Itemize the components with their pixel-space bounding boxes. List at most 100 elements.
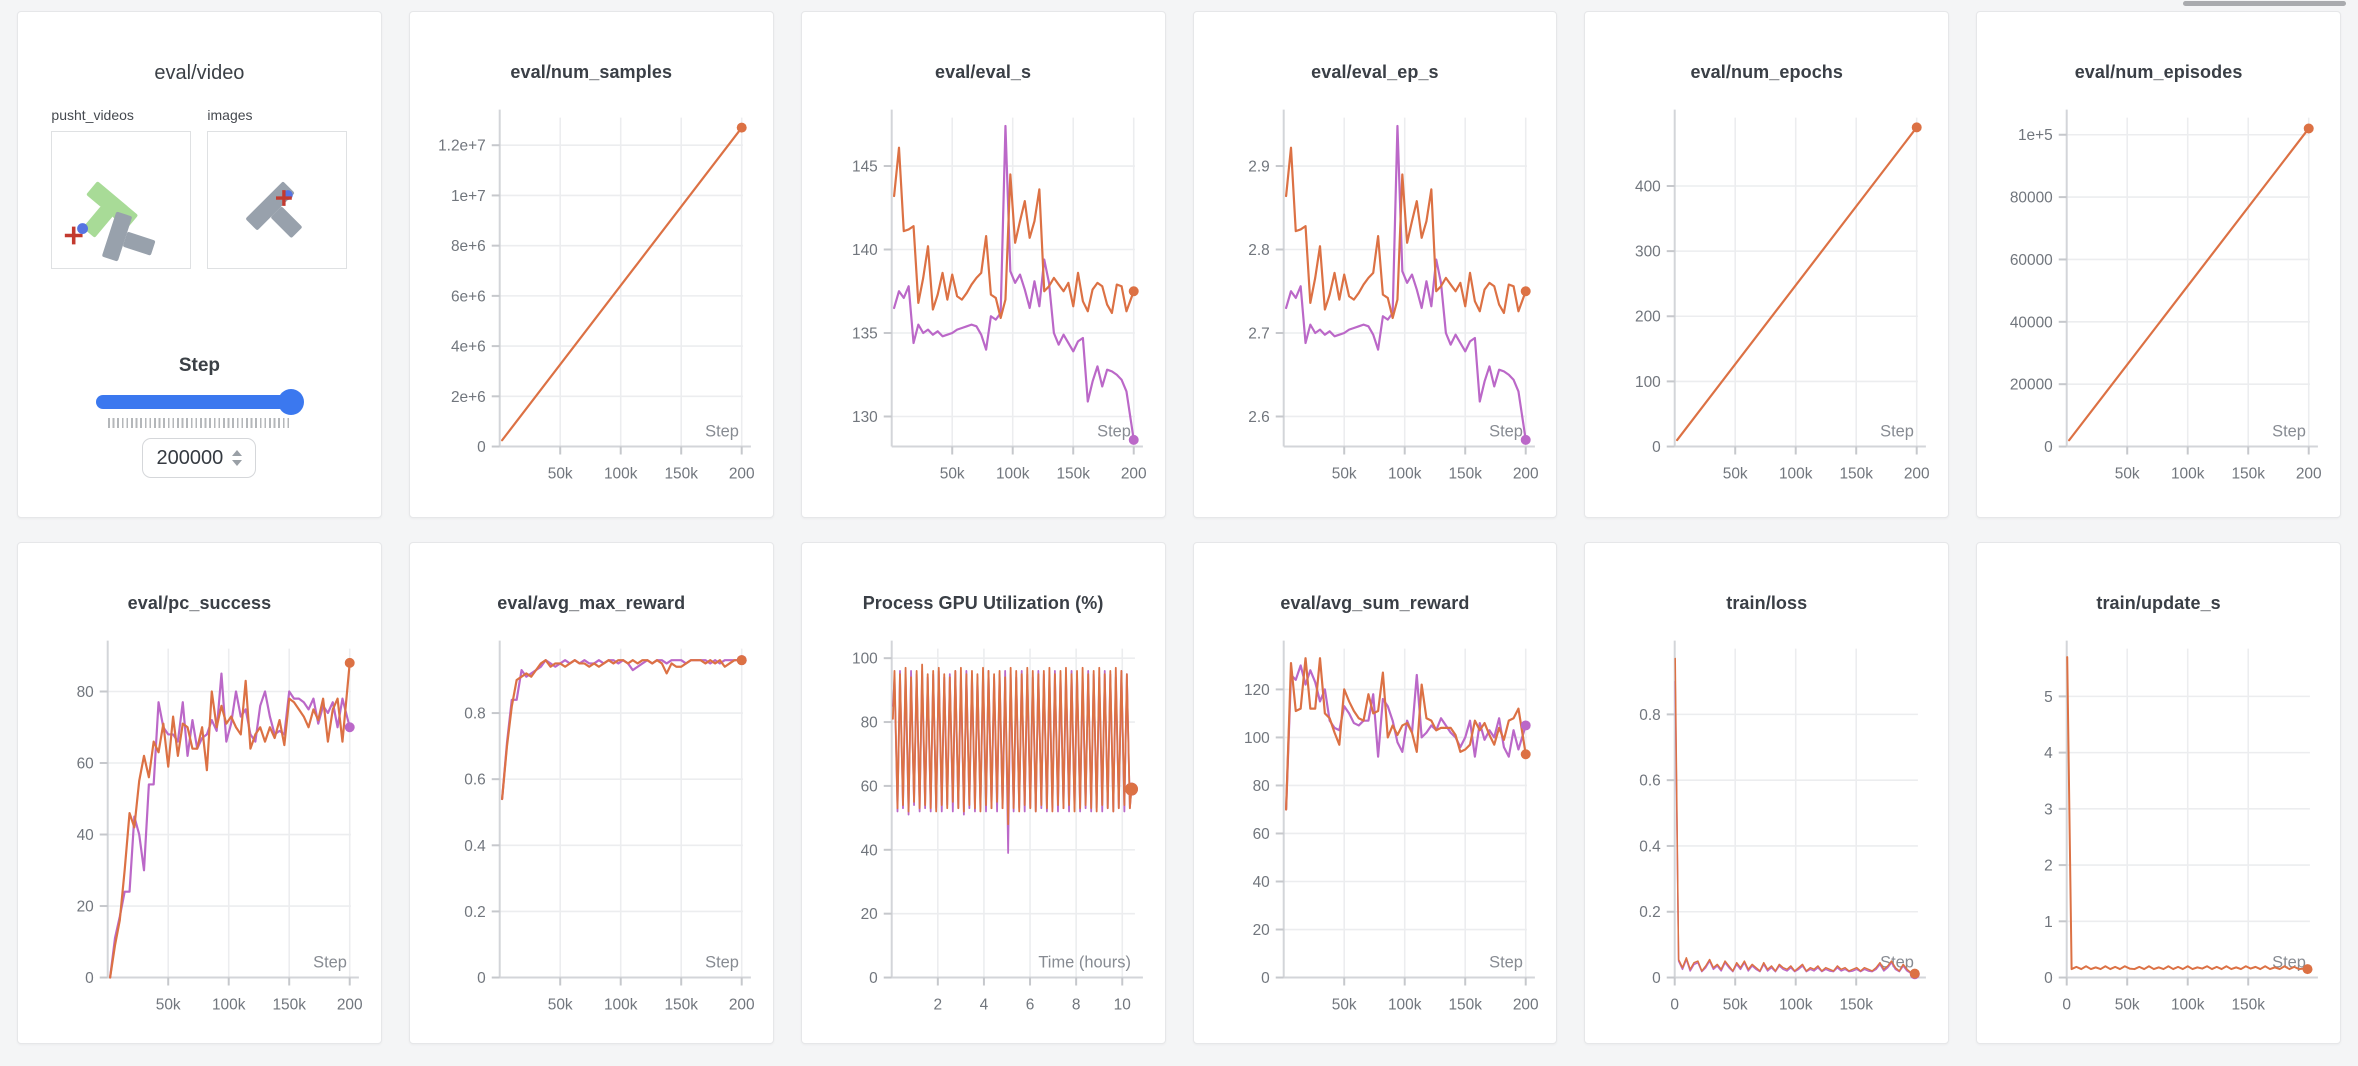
svg-text:200: 200	[729, 996, 755, 1013]
svg-text:0: 0	[477, 970, 486, 987]
agent-dot	[77, 223, 89, 234]
svg-text:0: 0	[1652, 970, 1661, 987]
svg-text:80000: 80000	[2010, 190, 2053, 207]
svg-text:0.8: 0.8	[464, 706, 485, 723]
step-slider-thumb[interactable]	[278, 389, 305, 415]
panel-eval-avg-max-reward[interactable]: eval/avg_max_reward 0 0.2 0.4 0.6 0.8 50k 100k…	[408, 542, 774, 1044]
svg-text:0.8: 0.8	[1640, 707, 1661, 724]
svg-text:140: 140	[852, 242, 878, 259]
step-slider-tick-ruler	[107, 418, 291, 428]
chart-canvas[interactable]: 0 1 2 3 4 5 0 50k 100k 150k Step	[1977, 634, 2340, 1034]
panel-eval-pc-success[interactable]: eval/pc_success 0 20 40 60 80 50k 100k 150k 200 S…	[17, 542, 382, 1044]
svg-text:150k: 150k	[1840, 465, 1874, 482]
panel-eval-eval-ep-s[interactable]: eval/eval_ep_s 2.6 2.7 2.8 2.9 50k 100k 150k 20…	[1192, 11, 1558, 518]
svg-text:20000: 20000	[2010, 377, 2053, 394]
svg-text:100k: 100k	[1387, 996, 1421, 1013]
svg-text:4: 4	[2044, 745, 2053, 762]
chart-title: eval/avg_max_reward	[497, 593, 686, 613]
svg-text:100k: 100k	[996, 465, 1030, 482]
svg-text:50k: 50k	[2115, 465, 2140, 482]
svg-text:100k: 100k	[2171, 996, 2205, 1013]
svg-text:Step: Step	[2272, 954, 2306, 972]
panel-train-update-s[interactable]: train/update_s 0 1 2 3 4 5 0 50k 100k 150k Step	[1976, 542, 2341, 1044]
chart-canvas[interactable]: 0 0.2 0.4 0.6 0.8 50k 100k 150k 200 Step	[410, 634, 773, 1034]
chart-canvas[interactable]: 0 2e+6 4e+6 6e+6 8e+6 1e+7 1.2e+7 50k 100k 150k 20…	[410, 103, 773, 503]
step-slider[interactable]	[96, 389, 305, 415]
chart-title: eval/eval_s	[934, 62, 1032, 82]
chart-canvas[interactable]: 0 20000 40000 60000 80000 1e+5 50k 100k 150k 200 S…	[1977, 103, 2340, 503]
stepper-up-icon[interactable]	[232, 450, 243, 456]
chart-title: Process GPU Utilization (%)	[862, 593, 1104, 613]
video-thumbnail-pusht-videos[interactable]	[51, 131, 192, 269]
svg-text:0.6: 0.6	[1640, 773, 1661, 790]
video-thumbnail-images[interactable]	[207, 131, 348, 269]
svg-text:150k: 150k	[1056, 465, 1090, 482]
svg-text:150k: 150k	[1840, 996, 1874, 1013]
panel-eval-eval-s[interactable]: eval/eval_s 130 135 140 145 50k 100k 150k 200 St…	[800, 11, 1166, 518]
svg-text:Step: Step	[1097, 423, 1131, 441]
svg-text:20: 20	[1252, 922, 1269, 939]
svg-text:6e+6: 6e+6	[451, 288, 486, 305]
svg-text:60: 60	[77, 755, 94, 772]
chart-canvas[interactable]: 130 135 140 145 50k 100k 150k 200 Step	[802, 103, 1165, 503]
block-t-shape	[246, 181, 303, 238]
chart-title: eval/num_samples	[510, 62, 673, 82]
svg-text:200: 200	[337, 996, 363, 1013]
svg-text:Step: Step	[1880, 423, 1914, 441]
svg-text:200: 200	[1512, 465, 1538, 482]
step-slider-track[interactable]	[96, 395, 303, 409]
panel-eval-video[interactable]: eval/video pusht_videos images	[17, 11, 382, 518]
panel-process-gpu-utilization[interactable]: Process GPU Utilization (%) 0 20 40 60 80 100…	[800, 542, 1166, 1044]
svg-text:50k: 50k	[548, 465, 573, 482]
svg-text:135: 135	[852, 325, 878, 342]
chart-canvas[interactable]: 2.6 2.7 2.8 2.9 50k 100k 150k 200 Step	[1194, 103, 1557, 503]
svg-text:100k: 100k	[2171, 465, 2205, 482]
svg-text:1.2e+7: 1.2e+7	[438, 138, 486, 155]
svg-text:50k: 50k	[156, 996, 181, 1013]
svg-text:Step: Step	[1489, 423, 1523, 441]
svg-text:8e+6: 8e+6	[451, 238, 486, 255]
panel-eval-num-episodes[interactable]: eval/num_episodes 0 20000 40000 60000 80000 1…	[1976, 11, 2341, 518]
step-value-input[interactable]: 200000	[142, 438, 257, 478]
panel-eval-avg-sum-reward[interactable]: eval/avg_sum_reward 0 20 40 60 80 100 120 50k 10…	[1192, 542, 1558, 1044]
svg-text:0: 0	[85, 970, 94, 987]
svg-text:130: 130	[852, 409, 878, 426]
svg-text:50k: 50k	[1331, 996, 1356, 1013]
horizontal-scrollbar-thumb[interactable]	[2183, 1, 2346, 6]
svg-text:100: 100	[852, 651, 878, 668]
chart-title: eval/num_episodes	[2074, 62, 2243, 82]
svg-text:50k: 50k	[1723, 996, 1748, 1013]
chart-canvas[interactable]: 0 100 200 300 400 50k 100k 150k 200 Step	[1585, 103, 1948, 503]
svg-text:1e+7: 1e+7	[451, 188, 486, 205]
chart-canvas[interactable]: 0 20 40 60 80 50k 100k 150k 200 Step	[18, 634, 381, 1034]
stepper-down-icon[interactable]	[232, 460, 243, 466]
video-thumb-label-images: images	[207, 107, 253, 123]
svg-text:0: 0	[2044, 970, 2053, 987]
svg-text:100: 100	[1243, 730, 1269, 747]
svg-text:0.6: 0.6	[464, 772, 485, 789]
svg-text:200: 200	[1512, 996, 1538, 1013]
svg-text:50k: 50k	[939, 465, 964, 482]
chart-title: train/loss	[1726, 593, 1808, 613]
svg-text:400: 400	[1635, 178, 1661, 195]
svg-text:40: 40	[1252, 874, 1269, 891]
chart-canvas[interactable]: 0 20 40 60 80 100 2 4 6 8 10 Time (hours)	[802, 634, 1165, 1034]
panel-train-loss[interactable]: train/loss 0 0.2 0.4 0.6 0.8 0 50k 100k 150k Step	[1584, 542, 1950, 1044]
chart-canvas[interactable]: 0 20 40 60 80 100 120 50k 100k 150k 200 Step	[1194, 634, 1557, 1034]
svg-text:Step: Step	[1489, 954, 1523, 972]
svg-text:120: 120	[1243, 682, 1269, 699]
panel-eval-num-epochs[interactable]: eval/num_epochs 0 100 200 300 400 50k 100k 150k…	[1584, 11, 1950, 518]
svg-text:2: 2	[2044, 858, 2053, 875]
chart-title: eval/num_epochs	[1690, 62, 1844, 82]
svg-text:6: 6	[1025, 996, 1034, 1013]
svg-text:0: 0	[2063, 996, 2072, 1013]
svg-text:100k: 100k	[1387, 465, 1421, 482]
svg-text:80: 80	[77, 684, 94, 701]
panel-eval-num-samples[interactable]: eval/num_samples 0 2e+6 4e+6 6e+6 8e+6 1e+7 1.…	[408, 11, 774, 518]
svg-text:Step: Step	[313, 954, 347, 972]
step-value-steppers[interactable]	[232, 450, 243, 466]
chart-canvas[interactable]: 0 0.2 0.4 0.6 0.8 0 50k 100k 150k Step	[1585, 634, 1948, 1034]
chart-title: eval/pc_success	[127, 593, 272, 613]
svg-text:50k: 50k	[2115, 996, 2140, 1013]
